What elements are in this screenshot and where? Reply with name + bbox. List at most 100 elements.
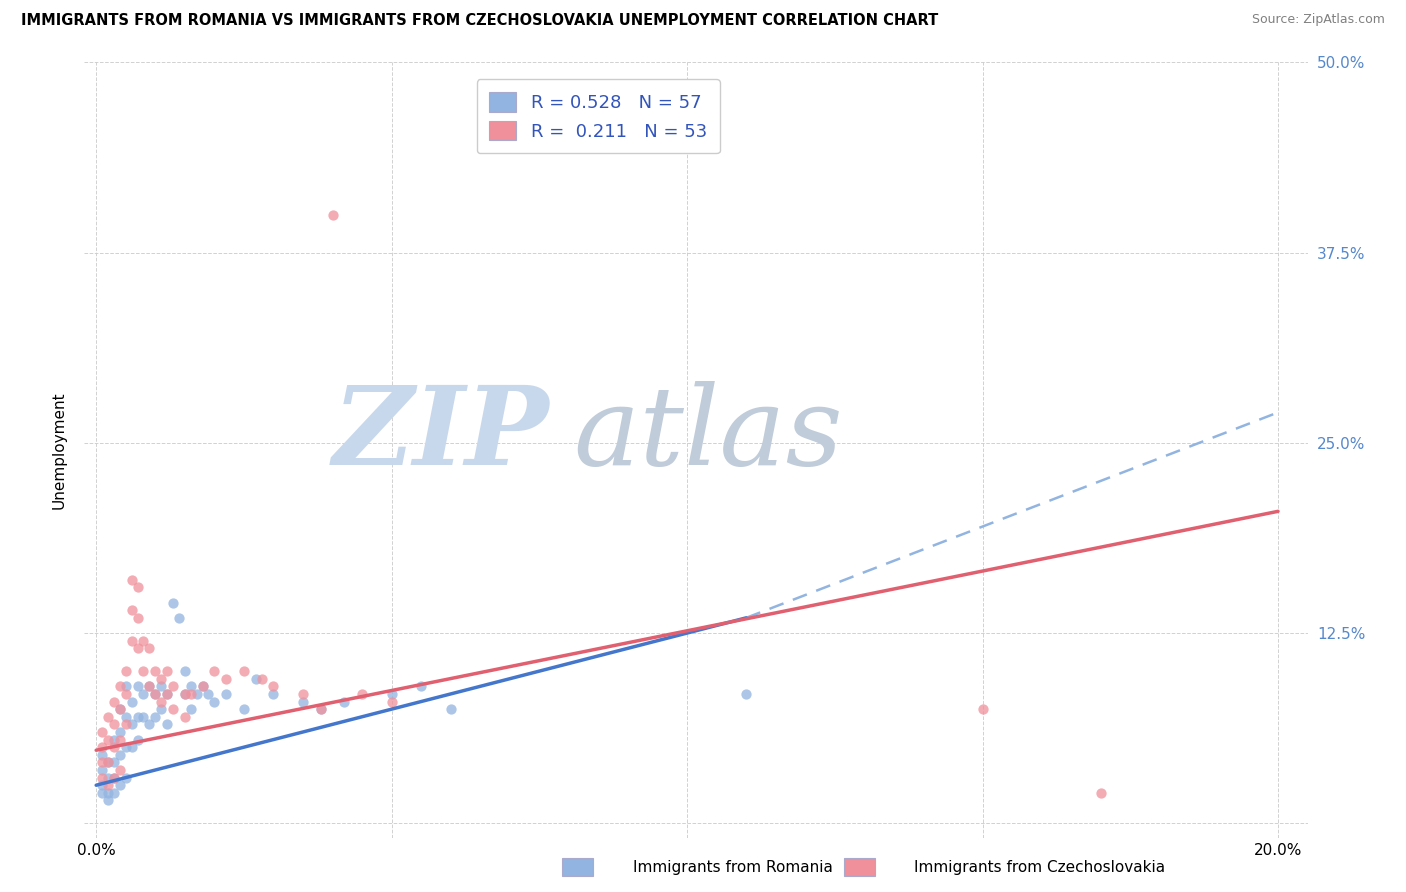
Point bbox=[292, 694, 315, 708]
Point bbox=[162, 679, 184, 693]
Point bbox=[322, 208, 344, 222]
Point bbox=[121, 740, 143, 755]
Point bbox=[127, 679, 149, 693]
Point bbox=[735, 687, 758, 701]
Text: Source: ZipAtlas.com: Source: ZipAtlas.com bbox=[1251, 13, 1385, 27]
Point bbox=[91, 786, 114, 800]
Point bbox=[103, 771, 125, 785]
Point bbox=[108, 747, 131, 762]
Point bbox=[180, 702, 202, 716]
Point bbox=[245, 672, 267, 686]
Point bbox=[173, 687, 195, 701]
Point bbox=[91, 771, 114, 785]
Point bbox=[202, 694, 225, 708]
Point bbox=[138, 679, 160, 693]
Point bbox=[127, 581, 149, 595]
Point bbox=[103, 771, 125, 785]
Point bbox=[411, 679, 433, 693]
Text: Immigrants from Czechoslovakia: Immigrants from Czechoslovakia bbox=[914, 860, 1166, 874]
Point bbox=[173, 664, 195, 678]
Point bbox=[91, 725, 114, 739]
Point bbox=[91, 747, 114, 762]
Point bbox=[103, 694, 125, 708]
Point bbox=[167, 611, 190, 625]
Point bbox=[114, 740, 136, 755]
Point bbox=[97, 771, 120, 785]
Point bbox=[97, 710, 120, 724]
Point bbox=[202, 664, 225, 678]
Point bbox=[103, 740, 125, 755]
Point bbox=[97, 778, 120, 792]
Point bbox=[97, 756, 120, 770]
Point bbox=[292, 687, 315, 701]
Point bbox=[108, 679, 131, 693]
Point bbox=[103, 717, 125, 731]
Point bbox=[180, 679, 202, 693]
Point bbox=[440, 702, 463, 716]
Point bbox=[1090, 786, 1112, 800]
Point bbox=[127, 611, 149, 625]
Point bbox=[143, 710, 166, 724]
Point bbox=[381, 694, 404, 708]
Point bbox=[108, 732, 131, 747]
Point bbox=[262, 687, 284, 701]
Point bbox=[162, 596, 184, 610]
Point bbox=[132, 664, 155, 678]
Point bbox=[138, 641, 160, 656]
Point bbox=[138, 679, 160, 693]
Point bbox=[97, 793, 120, 807]
Point bbox=[186, 687, 208, 701]
Point bbox=[250, 672, 273, 686]
Point bbox=[121, 573, 143, 587]
Point bbox=[108, 702, 131, 716]
Point bbox=[97, 732, 120, 747]
Point bbox=[150, 694, 173, 708]
Point bbox=[333, 694, 356, 708]
Point bbox=[121, 717, 143, 731]
Point bbox=[114, 664, 136, 678]
Point bbox=[121, 633, 143, 648]
Text: ZIP: ZIP bbox=[333, 381, 550, 489]
Point bbox=[103, 756, 125, 770]
Point bbox=[108, 778, 131, 792]
Point bbox=[132, 633, 155, 648]
Point bbox=[108, 725, 131, 739]
Point bbox=[108, 702, 131, 716]
Point bbox=[150, 672, 173, 686]
Point bbox=[381, 687, 404, 701]
Point bbox=[309, 702, 332, 716]
Point bbox=[150, 679, 173, 693]
Point bbox=[232, 664, 254, 678]
Point bbox=[97, 756, 120, 770]
Point bbox=[121, 694, 143, 708]
Point bbox=[150, 702, 173, 716]
Point bbox=[132, 710, 155, 724]
Point bbox=[215, 687, 238, 701]
Point bbox=[103, 786, 125, 800]
Point bbox=[114, 717, 136, 731]
Point bbox=[138, 717, 160, 731]
Point bbox=[143, 687, 166, 701]
Point bbox=[156, 687, 179, 701]
Point bbox=[121, 603, 143, 617]
Point bbox=[91, 778, 114, 792]
Point bbox=[127, 710, 149, 724]
Text: IMMIGRANTS FROM ROMANIA VS IMMIGRANTS FROM CZECHOSLOVAKIA UNEMPLOYMENT CORRELATI: IMMIGRANTS FROM ROMANIA VS IMMIGRANTS FR… bbox=[21, 13, 938, 29]
Point bbox=[191, 679, 214, 693]
Point bbox=[114, 771, 136, 785]
Y-axis label: Unemployment: Unemployment bbox=[51, 392, 66, 509]
Point bbox=[156, 687, 179, 701]
Point bbox=[132, 687, 155, 701]
Point bbox=[91, 756, 114, 770]
Point bbox=[352, 687, 374, 701]
Point bbox=[156, 664, 179, 678]
Point bbox=[309, 702, 332, 716]
Point bbox=[114, 687, 136, 701]
Point bbox=[173, 710, 195, 724]
Point bbox=[127, 732, 149, 747]
Point bbox=[143, 664, 166, 678]
Legend: R = 0.528   N = 57, R =  0.211   N = 53: R = 0.528 N = 57, R = 0.211 N = 53 bbox=[477, 79, 720, 153]
Point bbox=[215, 672, 238, 686]
Text: atlas: atlas bbox=[574, 381, 844, 489]
Point bbox=[180, 687, 202, 701]
